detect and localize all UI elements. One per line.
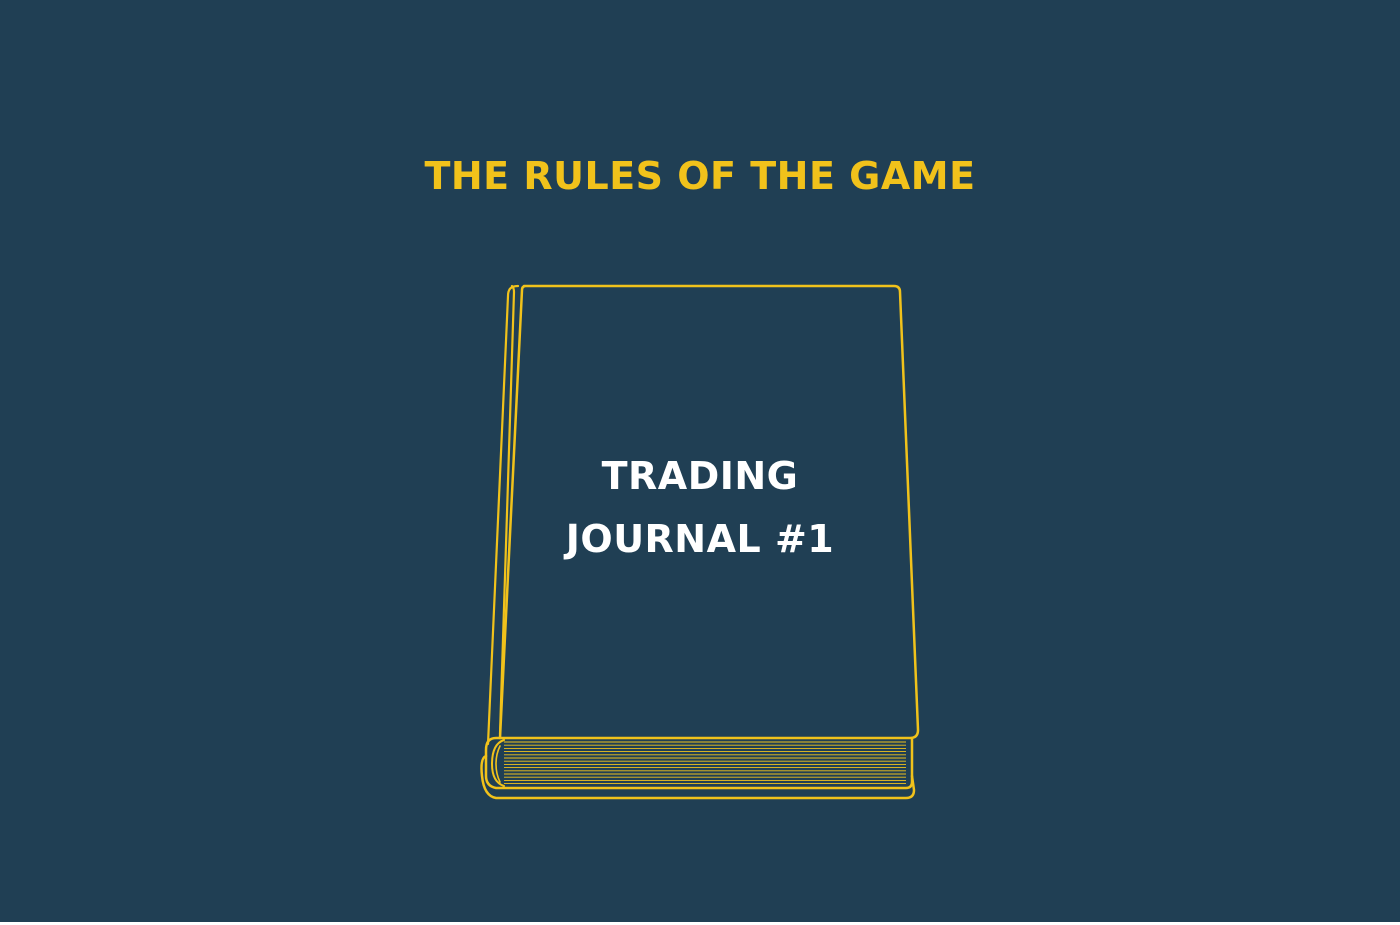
book-bottom-board: [480, 754, 916, 800]
bottom-edge-divider: [0, 922, 1400, 925]
book-front-cover: [498, 284, 920, 740]
book-title-line-2: JOURNAL #1: [565, 517, 835, 561]
book-spine-curl-inner: [495, 745, 501, 783]
book-title-line-1: TRADING: [601, 454, 799, 498]
book-page-lines: [504, 741, 906, 785]
page-title: THE RULES OF THE GAME: [424, 154, 976, 198]
book-spine-outer: [486, 284, 520, 746]
book-cover-title: TRADING JOURNAL #1: [520, 445, 880, 571]
book-spine-curl: [491, 739, 505, 787]
book-icon: [480, 284, 920, 800]
book-page-block: [484, 736, 914, 790]
